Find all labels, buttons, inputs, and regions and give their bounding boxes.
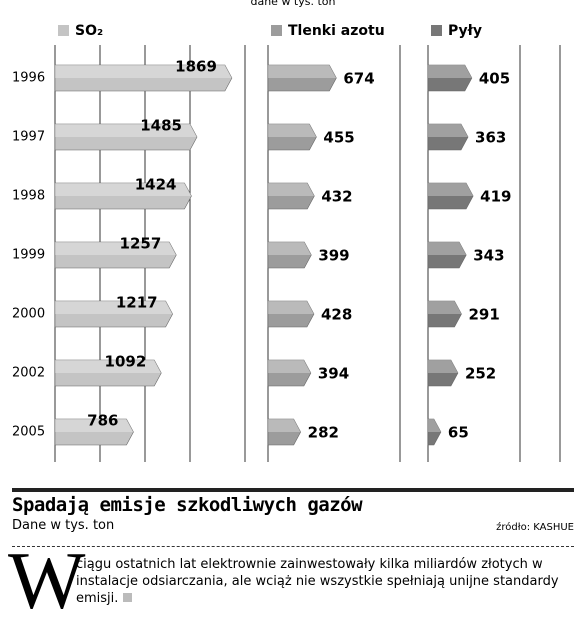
bar-highlight bbox=[268, 360, 311, 373]
bar-highlight bbox=[268, 242, 312, 255]
bar-highlight bbox=[428, 242, 467, 255]
bar-highlight bbox=[55, 419, 134, 432]
bar bbox=[267, 123, 317, 151]
bar bbox=[427, 123, 469, 151]
value-label: 252 bbox=[465, 365, 496, 383]
bar-highlight bbox=[428, 419, 441, 432]
value-label: 1485 bbox=[140, 117, 182, 135]
value-label: 432 bbox=[321, 188, 352, 206]
legend-swatch bbox=[58, 25, 69, 36]
bar-highlight bbox=[428, 183, 474, 196]
bar bbox=[267, 359, 312, 387]
legend-label: Tlenki azotu bbox=[288, 23, 385, 39]
bar bbox=[54, 300, 173, 328]
value-label: 343 bbox=[473, 247, 504, 265]
bar bbox=[267, 241, 312, 269]
legend-label: Pyły bbox=[448, 23, 482, 39]
y-tick-label: 2002 bbox=[12, 366, 45, 381]
bar-highlight bbox=[55, 124, 197, 137]
value-label: 419 bbox=[480, 188, 511, 206]
bar-highlight bbox=[428, 301, 462, 314]
article-subtitle: Dane w tys. ton bbox=[12, 518, 115, 533]
bar bbox=[267, 182, 315, 210]
bar bbox=[427, 300, 462, 328]
bar-highlight bbox=[268, 419, 301, 432]
bar bbox=[267, 64, 337, 92]
y-tick-label: 1997 bbox=[12, 130, 45, 145]
value-label: 1257 bbox=[120, 235, 162, 253]
article-title: Spadają emisje szkodliwych gazów bbox=[12, 494, 363, 516]
bar bbox=[267, 418, 302, 446]
top-note: dane w tys. ton bbox=[250, 0, 335, 8]
value-label: 455 bbox=[323, 129, 354, 147]
article-body: ciągu ostatnich lat elektrownie zainwest… bbox=[76, 556, 576, 607]
value-label: 282 bbox=[308, 424, 339, 442]
value-label: 363 bbox=[475, 129, 506, 147]
end-mark bbox=[123, 593, 133, 602]
value-label: 1217 bbox=[116, 294, 158, 312]
bar bbox=[427, 182, 474, 210]
bar-highlight bbox=[55, 360, 162, 373]
dashed-rule bbox=[12, 546, 574, 547]
bar bbox=[267, 300, 315, 328]
y-tick-label: 1998 bbox=[12, 189, 45, 204]
chart: dane w tys. ton 1996 1997 1998 1999 2000 2002… bbox=[12, 0, 561, 462]
value-label: 1424 bbox=[135, 176, 177, 194]
drop-cap: W bbox=[8, 535, 86, 626]
value-label: 674 bbox=[343, 70, 374, 88]
bar bbox=[427, 241, 467, 269]
value-label: 1092 bbox=[105, 353, 147, 371]
value-label: 405 bbox=[479, 70, 510, 88]
y-tick-label: 1996 bbox=[12, 71, 45, 86]
bar-highlight bbox=[428, 65, 472, 78]
bar-highlight bbox=[268, 301, 314, 314]
body-text: ciągu ostatnich lat elektrownie zainwest… bbox=[76, 557, 559, 606]
bar-highlight bbox=[268, 65, 337, 78]
bar bbox=[54, 418, 134, 446]
value-label: 291 bbox=[468, 306, 499, 324]
legend-label: SO₂ bbox=[75, 23, 103, 39]
article-source: źródło: KASHUE bbox=[496, 522, 574, 533]
legend-swatch bbox=[271, 25, 282, 36]
y-tick-label: 2005 bbox=[12, 425, 45, 440]
bar bbox=[427, 418, 442, 446]
bar bbox=[427, 64, 473, 92]
bar bbox=[427, 359, 459, 387]
bar-highlight bbox=[55, 65, 232, 78]
y-tick-label: 1999 bbox=[12, 248, 45, 263]
bar bbox=[54, 241, 177, 269]
bar-highlight bbox=[428, 360, 458, 373]
bar-highlight bbox=[268, 124, 317, 137]
bar bbox=[54, 123, 198, 151]
bar-highlight bbox=[55, 301, 173, 314]
value-label: 399 bbox=[318, 247, 349, 265]
legend-swatch bbox=[431, 25, 442, 36]
y-tick-label: 2000 bbox=[12, 307, 45, 322]
bar-highlight bbox=[428, 124, 469, 137]
bar-highlight bbox=[55, 183, 192, 196]
bar-highlight bbox=[268, 183, 315, 196]
value-label: 428 bbox=[321, 306, 352, 324]
bar bbox=[54, 359, 162, 387]
value-label: 394 bbox=[318, 365, 349, 383]
value-label: 786 bbox=[87, 412, 118, 430]
value-label: 1869 bbox=[175, 58, 217, 76]
bar bbox=[54, 182, 192, 210]
bar bbox=[54, 64, 233, 92]
bar-highlight bbox=[55, 242, 177, 255]
value-label: 65 bbox=[448, 424, 469, 442]
rule bbox=[12, 488, 574, 492]
